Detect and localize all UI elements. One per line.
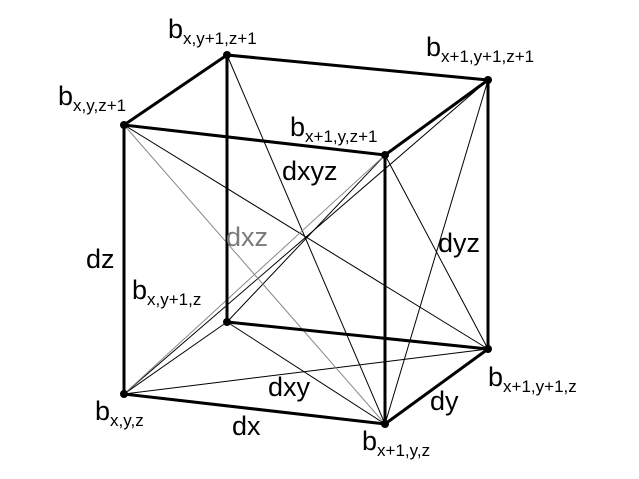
edge-bottom-back (225, 320, 490, 351)
diagonal-bottom-face-2 (226, 321, 386, 425)
edge-top-back (225, 53, 490, 82)
vertex-label-b-x-y1-z: bx,y+1,z (132, 275, 201, 309)
label-dz: dz (86, 244, 115, 274)
vertex-dots (120, 51, 492, 428)
vertex-label-b-x-y-z: bx,y,z (95, 396, 144, 430)
diagonal-bottom-face (123, 348, 489, 395)
diagonal-right-face-2 (384, 154, 489, 350)
diagonal-lines-gray (123, 124, 386, 425)
vertex-dot (484, 76, 492, 84)
edge-top-front (122, 123, 387, 157)
vertex-label-b-x1-y1-z1: bx+1,y+1,z+1 (426, 32, 534, 66)
vertex-dot (381, 420, 389, 428)
diagonal-body-3 (226, 54, 386, 425)
label-dy: dy (430, 386, 459, 416)
vertex-dot (484, 345, 492, 353)
diagonal-body-4 (226, 154, 386, 323)
edge-top-left (122, 53, 229, 127)
edge-dy (383, 347, 490, 426)
vertex-label-b-x1-y-z1: bx+1,y,z+1 (290, 112, 377, 146)
diagonal-body-2 (123, 124, 489, 350)
diagonal-front-face-2 (123, 154, 386, 395)
vertex-dot (120, 121, 128, 129)
diagonal-bottom-left (123, 321, 228, 395)
label-dxyz: dxyz (282, 156, 338, 186)
cube-edges (122, 53, 490, 426)
label-dyz: dyz (438, 228, 480, 258)
vertex-dot (381, 151, 389, 159)
vertex-label-b-x1-y-z: bx+1,y,z (362, 426, 430, 460)
diagonal-lines (123, 54, 489, 425)
label-dx: dx (232, 411, 261, 441)
label-dxy: dxy (268, 372, 311, 402)
vertex-label-b-x1-y1-z: bx+1,y+1,z (488, 362, 577, 396)
edge-top-right (383, 78, 490, 157)
vertex-dot (120, 390, 128, 398)
vertex-label-b-x-y-z1: bx,y,z+1 (58, 81, 126, 115)
label-dxz: dxz (226, 222, 268, 252)
edge-dx (122, 392, 387, 426)
vertex-label-b-x-y1-z1: bx,y+1,z+1 (168, 14, 257, 48)
vertex-dot (223, 318, 231, 326)
vertex-dot (223, 51, 231, 59)
